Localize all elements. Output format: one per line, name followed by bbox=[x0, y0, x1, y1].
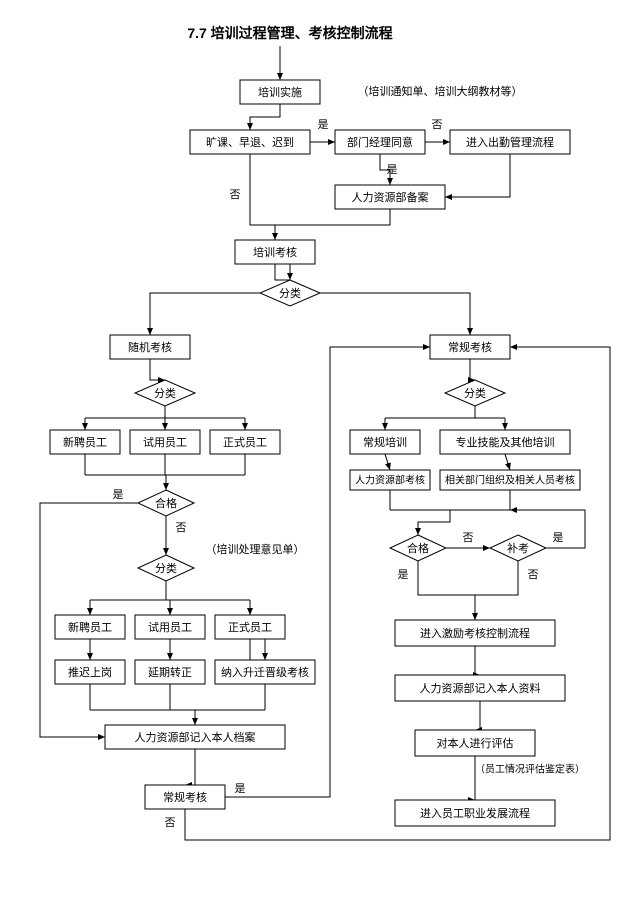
svg-text:（员工情况评估鉴定表）: （员工情况评估鉴定表） bbox=[475, 763, 585, 776]
svg-text:培训考核: 培训考核 bbox=[253, 245, 297, 259]
svg-text:常规培训: 常规培训 bbox=[363, 435, 407, 449]
svg-text:分类: 分类 bbox=[155, 561, 177, 575]
svg-text:分类: 分类 bbox=[464, 386, 486, 400]
svg-text:常规考核: 常规考核 bbox=[163, 790, 207, 804]
svg-text:对本人进行评估: 对本人进行评估 bbox=[437, 736, 514, 750]
svg-text:7.7 培训过程管理、考核控制流程: 7.7 培训过程管理、考核控制流程 bbox=[187, 25, 392, 41]
svg-text:是: 是 bbox=[553, 531, 564, 544]
svg-text:合格: 合格 bbox=[155, 496, 177, 510]
svg-text:（培训处理意见单）: （培训处理意见单） bbox=[206, 542, 305, 556]
svg-text:旷课、早退、迟到: 旷课、早退、迟到 bbox=[206, 135, 294, 149]
svg-text:试用员工: 试用员工 bbox=[143, 436, 187, 449]
svg-text:（培训通知单、培训大纲教材等）: （培训通知单、培训大纲教材等） bbox=[358, 84, 523, 98]
svg-text:否: 否 bbox=[463, 532, 474, 544]
svg-text:延期转正: 延期转正 bbox=[148, 665, 192, 679]
svg-text:进入员工职业发展流程: 进入员工职业发展流程 bbox=[420, 806, 530, 820]
svg-text:推迟上岗: 推迟上岗 bbox=[68, 665, 112, 679]
svg-text:否: 否 bbox=[528, 569, 539, 581]
svg-text:是: 是 bbox=[235, 782, 246, 795]
svg-text:纳入升迁晋级考核: 纳入升迁晋级考核 bbox=[221, 665, 309, 679]
svg-text:部门经理同意: 部门经理同意 bbox=[347, 135, 413, 149]
flowchart: 培训实施旷课、早退、迟到部门经理同意进入出勤管理流程人力资源部备案培训考核分类随… bbox=[10, 10, 634, 887]
svg-text:正式员工: 正式员工 bbox=[223, 436, 267, 449]
svg-text:培训实施: 培训实施 bbox=[258, 85, 302, 99]
svg-text:进入出勤管理流程: 进入出勤管理流程 bbox=[466, 135, 554, 149]
svg-text:否: 否 bbox=[176, 522, 187, 534]
svg-text:新聘员工: 新聘员工 bbox=[68, 620, 112, 634]
svg-text:新聘员工: 新聘员工 bbox=[63, 435, 107, 449]
svg-text:试用员工: 试用员工 bbox=[148, 621, 192, 634]
svg-text:否: 否 bbox=[432, 119, 443, 131]
svg-text:是: 是 bbox=[318, 118, 329, 131]
svg-text:人力资源部记入本人资料: 人力资源部记入本人资料 bbox=[420, 681, 541, 695]
svg-text:相关部门组织及相关人员考核: 相关部门组织及相关人员考核 bbox=[445, 474, 575, 487]
svg-text:是: 是 bbox=[398, 568, 409, 581]
svg-text:是: 是 bbox=[113, 488, 124, 501]
svg-text:进入激励考核控制流程: 进入激励考核控制流程 bbox=[420, 626, 530, 640]
svg-text:人力资源部记入本人档案: 人力资源部记入本人档案 bbox=[135, 730, 256, 744]
svg-text:否: 否 bbox=[230, 189, 241, 201]
svg-text:否: 否 bbox=[165, 817, 176, 829]
svg-text:人力资源部备案: 人力资源部备案 bbox=[352, 190, 429, 204]
svg-text:合格: 合格 bbox=[407, 541, 429, 555]
svg-text:是: 是 bbox=[387, 163, 398, 176]
svg-text:正式员工: 正式员工 bbox=[228, 621, 272, 634]
svg-text:分类: 分类 bbox=[154, 386, 176, 400]
svg-text:人力资源部考核: 人力资源部考核 bbox=[355, 474, 425, 487]
svg-text:专业技能及其他培训: 专业技能及其他培训 bbox=[456, 435, 555, 449]
svg-text:常规考核: 常规考核 bbox=[448, 340, 492, 354]
svg-text:分类: 分类 bbox=[279, 286, 301, 300]
svg-text:随机考核: 随机考核 bbox=[128, 340, 172, 354]
svg-text:补考: 补考 bbox=[507, 542, 529, 555]
